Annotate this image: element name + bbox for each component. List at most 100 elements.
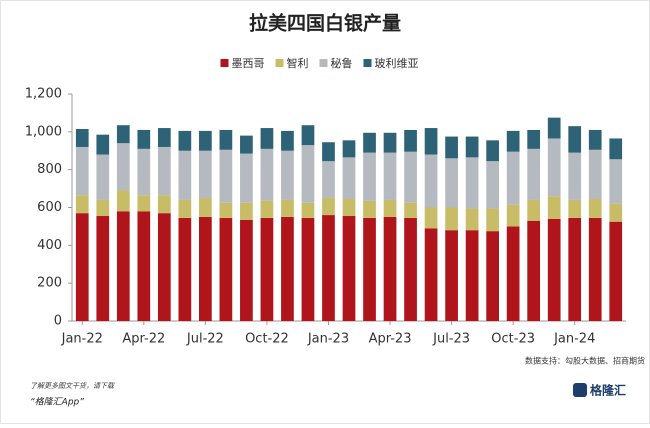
bar-segment (137, 211, 151, 321)
bar-segment (465, 157, 479, 209)
bar-segment (383, 132, 397, 153)
bar-segment (568, 126, 582, 153)
bar-segment (116, 125, 130, 144)
bar-segment (219, 217, 233, 321)
bar-segment (157, 128, 171, 147)
bar-segment (568, 152, 582, 200)
bar-segment (301, 145, 315, 203)
bar-segment (363, 217, 376, 321)
x-tick-label: Jan-23 (307, 332, 349, 347)
bar-segment (96, 134, 110, 155)
bar-segment (486, 231, 499, 321)
y-tick-label: 200 (37, 276, 62, 291)
bar-segment (116, 190, 130, 212)
x-tick-label: Oct-23 (491, 332, 535, 347)
bar-segment (301, 202, 315, 218)
bar-segment (281, 130, 294, 151)
bar-segment (588, 217, 602, 321)
bar-segment (281, 199, 294, 217)
bar-segment (178, 199, 192, 218)
bar-segment (506, 204, 520, 227)
bar-segment (547, 196, 561, 219)
footer-app: “格隆汇App” (30, 397, 84, 408)
bar-segment (219, 129, 233, 150)
bar-segment (342, 157, 356, 199)
bar-segment (96, 199, 110, 217)
bar-segment (75, 195, 89, 214)
legend-swatch (363, 59, 372, 67)
bar-segment (281, 150, 294, 200)
bar-segment (568, 217, 582, 321)
y-tick-label: 0 (54, 314, 62, 329)
legend-swatch (220, 59, 229, 67)
bar-segment (424, 228, 438, 321)
bar-segment (157, 213, 171, 321)
bar-segment (568, 199, 582, 218)
bar-segment (75, 213, 89, 321)
bar-segment (527, 199, 541, 221)
chart-title: 拉美四国白银产量 (249, 12, 401, 35)
bar-segment (199, 198, 212, 217)
bar-segment (588, 198, 602, 218)
bar-segment (75, 146, 89, 196)
bar-segment (445, 136, 458, 159)
y-tick-label: 800 (37, 162, 62, 177)
bar-segment (527, 129, 541, 149)
bar-segment (424, 207, 438, 229)
x-tick-label: Jul-22 (186, 332, 224, 347)
bar-segment (178, 130, 192, 151)
bar-segment (281, 216, 294, 321)
bar-segment (506, 130, 520, 152)
bar-segment (322, 198, 335, 216)
bar-segment (199, 216, 212, 321)
x-tick-label: Oct-22 (245, 332, 289, 347)
footer-note: 了解更多图文干货，请下载 (30, 382, 115, 390)
bar-segment (219, 202, 233, 218)
x-tick-label: Apr-22 (122, 332, 165, 347)
bar-segment (178, 150, 192, 200)
bar-segment (137, 129, 151, 149)
bar-segment (301, 217, 315, 321)
bar-segment (157, 195, 171, 214)
legend-label: 秘鲁 (331, 56, 353, 70)
bar-segment (404, 217, 417, 321)
bar-segment (547, 138, 561, 197)
x-tick-label: Jan-22 (61, 332, 103, 347)
bar-segment (342, 216, 356, 321)
bar-segment (486, 208, 499, 232)
bar-segment (404, 129, 417, 152)
bar-segment (75, 128, 89, 147)
bar-segment (363, 152, 376, 201)
bar-segment (465, 230, 479, 321)
y-tick-label: 1,000 (25, 124, 62, 139)
bar-segment (506, 226, 520, 321)
bar-segment (609, 203, 623, 222)
y-tick-label: 1,200 (25, 87, 62, 102)
logo-text: 格隆汇 (590, 383, 626, 398)
bar-segment (588, 129, 602, 150)
bar-segment (465, 136, 479, 158)
bar-segment (342, 198, 356, 217)
bar-segment (96, 154, 110, 200)
source: 数据支持：勾股大数据、招商期货 (525, 356, 645, 366)
bar-segment (465, 208, 479, 231)
bar-segment (424, 154, 438, 208)
bar-segment (404, 202, 417, 218)
bar-segment (116, 211, 130, 321)
bar-segment (609, 221, 623, 321)
bar-segment (609, 138, 623, 160)
bar-segment (445, 158, 458, 208)
bar-segment (199, 150, 212, 199)
bar-segment (322, 142, 335, 162)
bar-segment (260, 128, 274, 149)
bar-segment (260, 217, 274, 321)
bar-segment (383, 199, 397, 217)
bar-segment (363, 132, 376, 153)
logo-icon (573, 383, 587, 397)
bar-segment (137, 195, 151, 212)
bar-segment (240, 202, 253, 220)
legend-swatch (275, 59, 284, 67)
bar-segment (116, 143, 130, 191)
bar-segment (486, 161, 499, 209)
